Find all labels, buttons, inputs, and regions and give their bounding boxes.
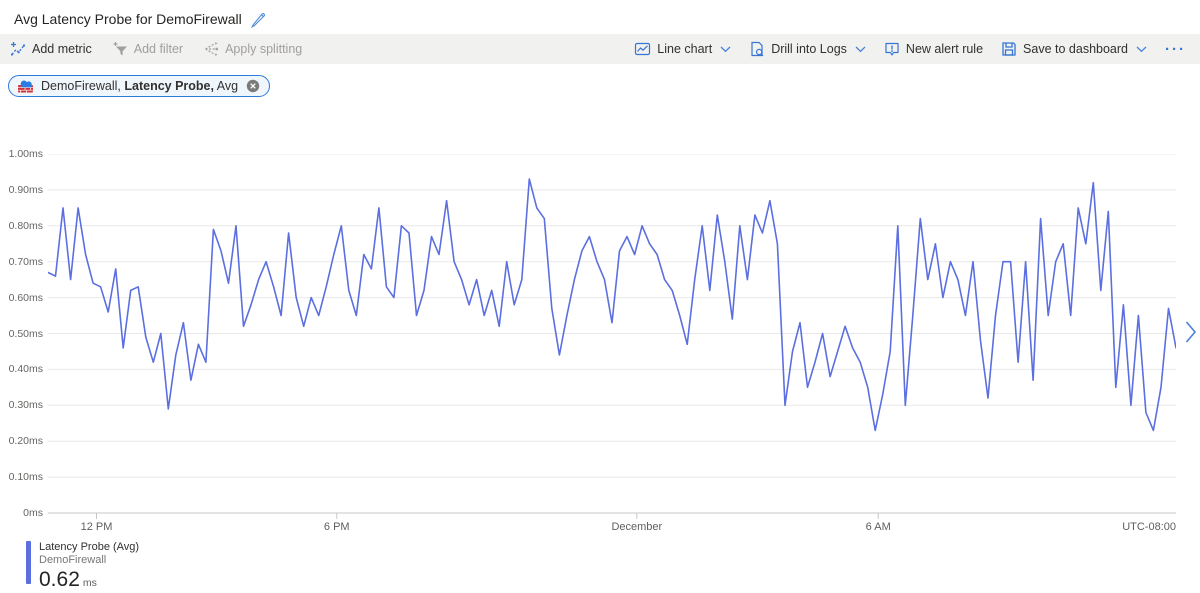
y-axis-label: 1.00ms xyxy=(8,148,43,160)
y-axis-label: 0.10ms xyxy=(8,471,43,484)
x-axis-label: December xyxy=(611,521,663,533)
y-axis-label: 0.80ms xyxy=(8,219,43,232)
floppy-disk-icon xyxy=(1001,41,1017,57)
legend-series-label: Latency Probe (Avg) xyxy=(39,541,140,553)
pill-resource: DemoFirewall, xyxy=(41,79,121,93)
save-to-dashboard-button[interactable]: Save to dashboard xyxy=(1001,41,1147,57)
timezone-label: UTC-08:00 xyxy=(1122,521,1176,533)
y-axis-label: 0.70ms xyxy=(8,255,43,268)
latency-series-line xyxy=(47,178,1177,432)
new-alert-rule-label: New alert rule xyxy=(905,42,984,56)
y-axis-label: 0.50ms xyxy=(8,327,43,340)
legend-color-bar xyxy=(26,541,31,584)
legend-value-row: 0.62 ms xyxy=(39,568,139,592)
chevron-down-icon xyxy=(1136,46,1147,53)
x-axis-label: 12 PM xyxy=(80,521,113,533)
pill-label: DemoFirewall, Latency Probe, Avg xyxy=(41,79,238,93)
x-axis-label: 6 PM xyxy=(323,521,350,533)
legend-unit: ms xyxy=(82,577,97,589)
new-alert-rule-button[interactable]: New alert rule xyxy=(884,41,983,57)
x-axis-label: 6 AM xyxy=(865,521,891,533)
chart-title-row: Avg Latency Probe for DemoFirewall xyxy=(0,0,1200,30)
chevron-down-icon xyxy=(720,46,731,53)
drill-into-logs-label: Drill into Logs xyxy=(771,42,847,56)
chart-type-label: Line chart xyxy=(657,42,713,56)
metric-pill[interactable]: DemoFirewall, Latency Probe, Avg xyxy=(8,75,271,97)
legend-value: 0.62 xyxy=(39,568,80,591)
y-axis-label: 0ms xyxy=(23,507,43,519)
line-chart-icon xyxy=(634,41,651,57)
pill-aggregation: Avg xyxy=(216,79,239,93)
metric-pill-row: DemoFirewall, Latency Probe, Avg xyxy=(0,64,1200,98)
ellipsis-icon: ··· xyxy=(1165,40,1186,58)
chevron-right-icon[interactable] xyxy=(1185,320,1197,349)
more-options-button[interactable]: ··· xyxy=(1165,41,1186,58)
chart-legend[interactable]: Latency Probe (Avg) DemoFirewall 0.62 ms xyxy=(26,541,1200,592)
close-circle-icon[interactable] xyxy=(246,79,260,93)
apply-splitting-label: Apply splitting xyxy=(225,42,303,56)
save-to-dashboard-label: Save to dashboard xyxy=(1023,42,1128,56)
add-filter-button[interactable]: Add filter xyxy=(112,41,183,57)
page-title: Avg Latency Probe for DemoFirewall xyxy=(14,10,242,27)
chevron-down-icon xyxy=(855,46,866,53)
y-axis-label: 0.30ms xyxy=(8,399,43,412)
funnel-plus-icon xyxy=(112,41,128,57)
metrics-toolbar: Add metric Add filter Apply splitting xyxy=(0,34,1200,64)
edit-title-pencil-icon[interactable] xyxy=(250,11,267,28)
x-axis: UTC-08:00 12 PM 6 PM December 6 AM xyxy=(48,521,1176,537)
y-axis-label: 0.60ms xyxy=(8,291,43,304)
firewall-icon xyxy=(17,79,35,93)
toolbar-right-group: Line chart Drill into Logs xyxy=(634,41,1186,58)
page-magnifier-icon xyxy=(749,41,765,57)
y-axis: 1.00ms 0.90ms 0.80ms 0.70ms 0.60ms 0.50ms 0.40… xyxy=(0,148,45,519)
add-filter-label: Add filter xyxy=(133,42,184,56)
apply-splitting-button[interactable]: Apply splitting xyxy=(203,41,302,57)
pill-metric: Latency Probe, xyxy=(124,79,214,93)
toolbar-left-group: Add metric Add filter Apply splitting xyxy=(10,41,302,57)
alert-bubble-icon xyxy=(884,41,900,57)
y-axis-label: 0.20ms xyxy=(8,435,43,448)
chart-type-button[interactable]: Line chart xyxy=(634,41,731,57)
add-metric-label: Add metric xyxy=(32,42,92,56)
sparkline-plus-icon xyxy=(10,41,26,57)
latency-line-chart: 1.00ms 0.90ms 0.80ms 0.70ms 0.60ms 0.50ms 0.40… xyxy=(0,142,1200,534)
split-arrows-icon xyxy=(203,41,219,57)
legend-text: Latency Probe (Avg) DemoFirewall 0.62 ms xyxy=(39,541,139,592)
y-axis-label: 0.90ms xyxy=(8,183,43,196)
drill-into-logs-button[interactable]: Drill into Logs xyxy=(749,41,866,57)
plot-area[interactable] xyxy=(47,153,1177,526)
legend-resource-label: DemoFirewall xyxy=(39,554,107,566)
add-metric-button[interactable]: Add metric xyxy=(10,41,92,57)
y-axis-label: 0.40ms xyxy=(8,363,43,376)
